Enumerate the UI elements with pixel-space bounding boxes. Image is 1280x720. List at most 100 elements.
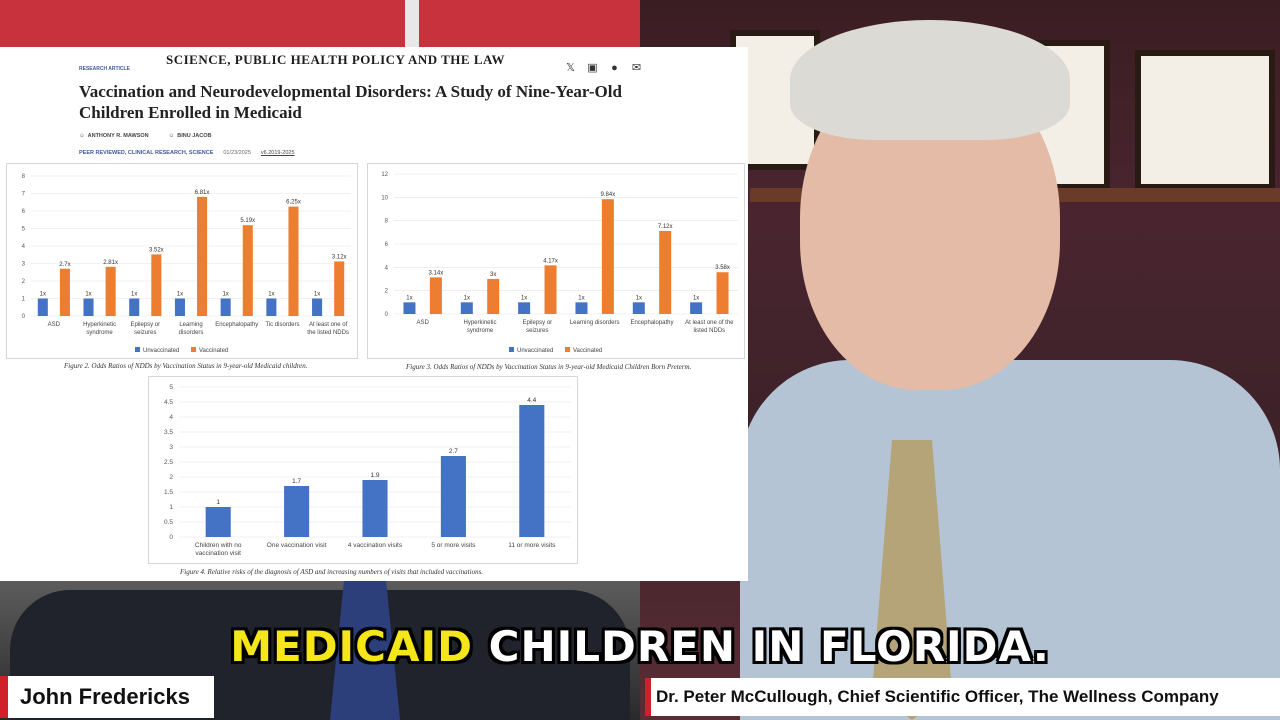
- bar: [129, 298, 140, 316]
- linkedin-icon[interactable]: ▣: [587, 62, 598, 74]
- legend-label: Vaccinated: [573, 348, 602, 354]
- x-tick-label: Encephalopathy: [630, 320, 673, 326]
- guest-name: Dr. Peter McCullough, Chief Scientific O…: [656, 687, 1219, 706]
- y-tick-label: 4.5: [164, 399, 173, 406]
- facebook-icon[interactable]: ●: [611, 62, 618, 74]
- data-label: 3.12x: [332, 254, 347, 260]
- host-name: John Fredericks: [20, 684, 190, 709]
- email-icon[interactable]: ✉: [631, 62, 642, 74]
- article-overlay: SCIENCE, PUBLIC HEALTH POLICY AND THE LA…: [0, 47, 748, 581]
- x-tick-label: Epilepsy or: [522, 320, 552, 326]
- guest-hair: [790, 20, 1070, 140]
- data-label: 3.14x: [429, 270, 444, 276]
- bar: [403, 302, 416, 314]
- bar: [266, 298, 277, 316]
- x-tick-label: 4 vaccination visits: [348, 542, 403, 549]
- data-label: 1x: [636, 295, 642, 301]
- bar: [544, 265, 557, 314]
- y-tick-label: 1: [169, 504, 173, 511]
- host-name-plate: John Fredericks: [0, 676, 214, 718]
- bar: [575, 302, 588, 314]
- author-item[interactable]: ☺ ANTHONY R. MAWSON: [79, 133, 149, 139]
- guest-name-plate: Dr. Peter McCullough, Chief Scientific O…: [645, 678, 1280, 716]
- bar: [205, 507, 231, 537]
- category-tags[interactable]: PEER REVIEWED, CLINICAL RESEARCH, SCIENC…: [79, 150, 214, 156]
- data-label: 1.9: [370, 472, 379, 479]
- author-list: ☺ ANTHONY R. MAWSON ☺ BINU JACOB: [79, 133, 212, 139]
- background-pillar: [405, 0, 419, 48]
- data-label: 4.4: [527, 397, 536, 404]
- caption-text: CHILDREN IN FLORIDA.: [473, 622, 1050, 671]
- data-label: 1x: [578, 295, 584, 301]
- bar: [312, 298, 323, 316]
- bar: [518, 302, 531, 314]
- y-tick-label: 8: [22, 174, 26, 180]
- data-label: 2.7: [449, 448, 458, 455]
- data-label: 1x: [693, 295, 699, 301]
- x-icon[interactable]: 𝕏: [566, 62, 575, 74]
- volume-link[interactable]: v6.2019-2025: [260, 150, 295, 156]
- data-label: 1x: [85, 292, 91, 298]
- journal-name: SCIENCE, PUBLIC HEALTH POLICY AND THE LA…: [166, 52, 505, 67]
- y-tick-label: 5: [169, 384, 173, 391]
- bar: [59, 268, 70, 316]
- y-tick-label: 2.5: [164, 459, 173, 466]
- bar: [440, 456, 466, 537]
- wall-diploma-frame: [1135, 50, 1275, 190]
- y-tick-label: 0: [169, 534, 173, 541]
- data-label: 1x: [268, 292, 274, 298]
- figure-3-chart: 0 2 4 6 8 10 12 ASD 1x 3.14x Hyperkinetic syndrome 1…: [367, 163, 745, 359]
- figure-2-svg: 0 1 2 3 4 5 6 7 8 ASD 1x 2.7x Hyperkinetic syndrome 1x…: [22, 174, 351, 354]
- y-tick-label: 5: [22, 227, 26, 233]
- article-type-tag: RESEARCH ARTICLE: [79, 66, 130, 72]
- data-label: 2.81x: [103, 260, 118, 266]
- figure-4-chart: 0 0.5 1 1.5 2 2.5 3 3.5 4 4.5 5 Children with no vac…: [148, 376, 578, 564]
- legend-label: Unvaccinated: [143, 348, 179, 354]
- data-label: 3x: [490, 272, 496, 278]
- y-tick-label: 10: [381, 195, 388, 201]
- x-tick-label: Tic disorders: [265, 322, 299, 328]
- bar: [220, 298, 231, 316]
- data-label: 2.7x: [59, 262, 70, 268]
- y-tick-label: 6: [22, 209, 26, 215]
- author-name: BINU JACOB: [177, 133, 212, 139]
- x-tick-label: ASD: [416, 320, 429, 326]
- figure-4-caption: Figure 4. Relative risks of the diagnosi…: [180, 568, 484, 576]
- bar: [37, 298, 48, 316]
- bar: [659, 230, 672, 314]
- bar: [716, 272, 729, 314]
- author-name: ANTHONY R. MAWSON: [87, 133, 149, 139]
- data-label: 9.84x: [601, 192, 616, 198]
- legend-label: Vaccinated: [199, 348, 228, 354]
- bar: [601, 199, 614, 314]
- x-tick-label: listed NDDs: [693, 328, 725, 334]
- bar: [197, 196, 208, 316]
- closed-caption: MEDICAID CHILDREN IN FLORIDA.: [0, 622, 1280, 671]
- bar: [429, 277, 442, 314]
- data-label: 6.25x: [286, 200, 301, 206]
- user-icon: ☺: [168, 133, 175, 139]
- y-tick-label: 0: [385, 312, 389, 318]
- figure-2-caption: Figure 2. Odds Ratios of NDDs by Vaccina…: [64, 362, 308, 370]
- x-tick-label: ASD: [48, 322, 61, 328]
- bar: [690, 302, 703, 314]
- bar: [362, 480, 388, 537]
- x-tick-label: Learning: [179, 322, 202, 328]
- x-tick-label: Hyperkinetic: [83, 322, 116, 328]
- y-tick-label: 6: [385, 242, 389, 248]
- x-tick-label: the listed NDDs: [307, 330, 349, 336]
- x-tick-label: At least one of the: [685, 320, 734, 326]
- bar: [151, 254, 162, 316]
- y-tick-label: 0.5: [164, 519, 173, 526]
- y-tick-label: 2: [169, 474, 173, 481]
- legend-swatch: [191, 347, 196, 352]
- x-tick-label: One vaccination visit: [267, 542, 327, 549]
- x-tick-label: syndrome: [86, 330, 113, 336]
- author-item[interactable]: ☺ BINU JACOB: [169, 133, 212, 139]
- data-label: 3.58x: [715, 265, 730, 271]
- bar: [487, 279, 500, 314]
- data-label: 3.52x: [149, 247, 164, 253]
- background-red-sign: [0, 0, 640, 48]
- legend-swatch: [565, 347, 570, 352]
- x-tick-label: syndrome: [467, 328, 494, 334]
